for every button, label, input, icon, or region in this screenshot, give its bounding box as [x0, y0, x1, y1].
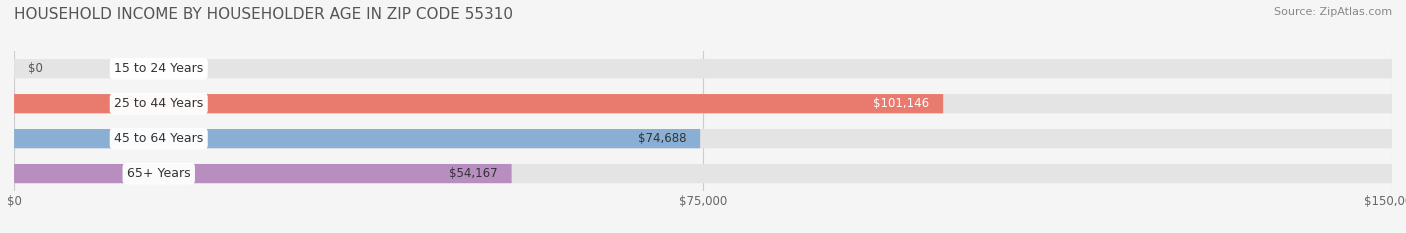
Text: $0: $0: [28, 62, 42, 75]
FancyBboxPatch shape: [14, 164, 1392, 183]
FancyBboxPatch shape: [14, 94, 1392, 113]
FancyBboxPatch shape: [14, 129, 700, 148]
FancyBboxPatch shape: [14, 59, 1392, 78]
Text: 45 to 64 Years: 45 to 64 Years: [114, 132, 204, 145]
Text: $54,167: $54,167: [450, 167, 498, 180]
Text: $101,146: $101,146: [873, 97, 929, 110]
Text: $74,688: $74,688: [638, 132, 686, 145]
Text: HOUSEHOLD INCOME BY HOUSEHOLDER AGE IN ZIP CODE 55310: HOUSEHOLD INCOME BY HOUSEHOLDER AGE IN Z…: [14, 7, 513, 22]
Text: 25 to 44 Years: 25 to 44 Years: [114, 97, 204, 110]
Text: 65+ Years: 65+ Years: [127, 167, 191, 180]
FancyBboxPatch shape: [14, 94, 943, 113]
FancyBboxPatch shape: [14, 164, 512, 183]
Text: Source: ZipAtlas.com: Source: ZipAtlas.com: [1274, 7, 1392, 17]
Text: 15 to 24 Years: 15 to 24 Years: [114, 62, 204, 75]
FancyBboxPatch shape: [14, 129, 1392, 148]
